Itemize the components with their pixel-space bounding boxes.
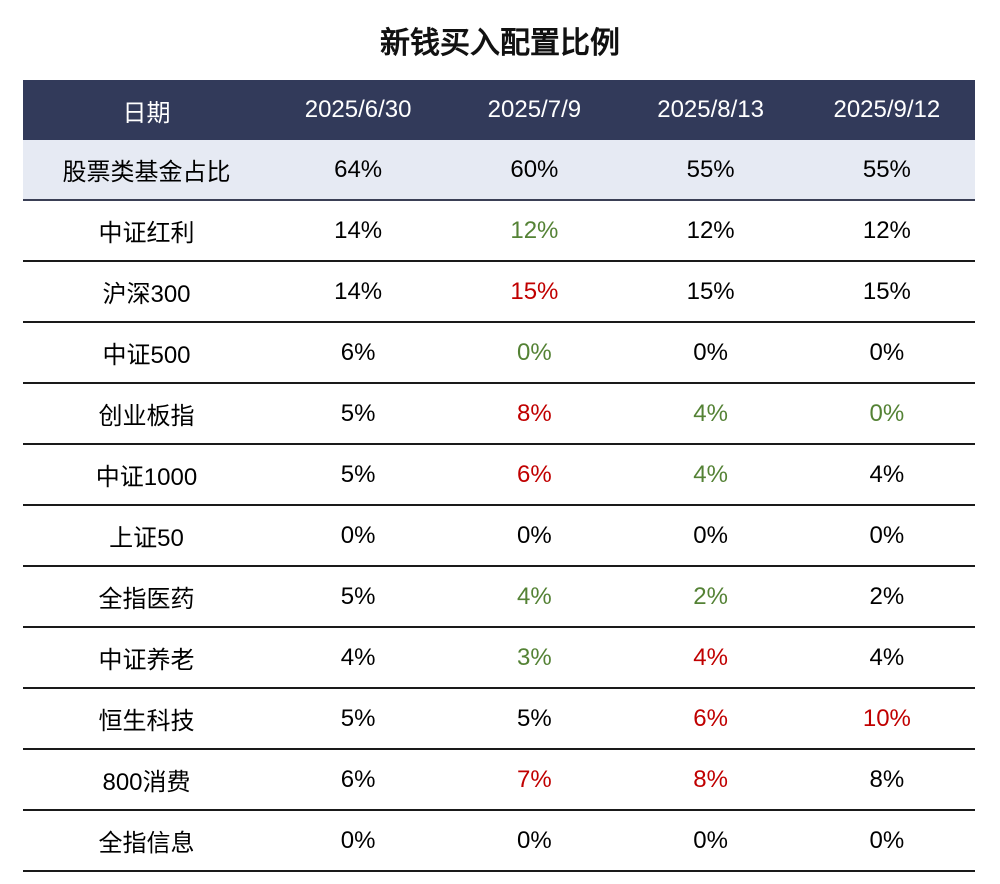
table-row: 恒生科技 5% 5% 6% 10% (23, 688, 975, 750)
percent-cell: 5% (270, 688, 447, 750)
percent-cell: 6% (622, 688, 799, 750)
percent-cell: 2% (622, 566, 799, 628)
table-row: 创业板指 5% 8% 4% 0% (23, 383, 975, 445)
percent-cell: 64% (270, 140, 447, 201)
percent-cell: 8% (446, 383, 623, 445)
percent-cell: 4% (622, 383, 799, 445)
percent-cell: 8% (798, 749, 975, 811)
percent-cell: 4% (798, 627, 975, 689)
header-date: 2025/6/30 (270, 80, 447, 140)
table-row: 中证养老 4% 3% 4% 4% (23, 627, 975, 689)
percent-cell: 4% (446, 566, 623, 628)
percent-cell: 2% (798, 566, 975, 628)
percent-cell: 55% (798, 140, 975, 201)
table-row: 中证500 6% 0% 0% 0% (23, 322, 975, 384)
percent-cell: 0% (446, 322, 623, 384)
row-label: 创业板指 (23, 383, 270, 445)
percent-cell: 0% (622, 505, 799, 567)
percent-cell: 7% (446, 749, 623, 811)
row-label: 恒生科技 (23, 688, 270, 750)
header-date: 2025/9/12 (798, 80, 975, 140)
table-row: 中证1000 5% 6% 4% 4% (23, 444, 975, 506)
table-row: 中证红利 14% 12% 12% 12% (23, 200, 975, 262)
percent-cell: 14% (270, 261, 447, 323)
table-row: 800消费 6% 7% 8% 8% (23, 749, 975, 811)
percent-cell: 4% (622, 444, 799, 506)
percent-cell: 0% (798, 505, 975, 567)
percent-cell: 0% (798, 322, 975, 384)
percent-cell: 15% (798, 261, 975, 323)
row-label: 中证500 (23, 322, 270, 384)
header-row: 日期 2025/6/30 2025/7/9 2025/8/13 2025/9/12 (23, 80, 975, 140)
percent-cell: 5% (446, 688, 623, 750)
row-label: 中证红利 (23, 200, 270, 262)
percent-cell: 12% (446, 200, 623, 262)
header-date: 2025/8/13 (622, 80, 799, 140)
percent-cell: 0% (446, 505, 623, 567)
percent-cell: 55% (622, 140, 799, 201)
percent-cell: 6% (446, 444, 623, 506)
percent-cell: 0% (270, 505, 447, 567)
percent-cell: 5% (270, 566, 447, 628)
percent-cell: 0% (622, 810, 799, 872)
row-label: 中证1000 (23, 444, 270, 506)
percent-cell: 15% (446, 261, 623, 323)
percent-cell: 6% (270, 322, 447, 384)
percent-cell: 4% (622, 627, 799, 689)
row-label: 中证养老 (23, 627, 270, 689)
percent-cell: 5% (270, 383, 447, 445)
allocation-table: 日期 2025/6/30 2025/7/9 2025/8/13 2025/9/12 股票… (23, 80, 975, 872)
percent-cell: 10% (798, 688, 975, 750)
header-date-label: 日期 (23, 80, 270, 140)
table-row: 沪深300 14% 15% 15% 15% (23, 261, 975, 323)
percent-cell: 4% (798, 444, 975, 506)
percent-cell: 3% (446, 627, 623, 689)
row-label: 沪深300 (23, 261, 270, 323)
row-label: 全指医药 (23, 566, 270, 628)
summary-row: 股票类基金占比 64% 60% 55% 55% (23, 140, 975, 201)
percent-cell: 12% (622, 200, 799, 262)
table-row: 上证50 0% 0% 0% 0% (23, 505, 975, 567)
percent-cell: 0% (798, 383, 975, 445)
row-label: 上证50 (23, 505, 270, 567)
percent-cell: 0% (622, 322, 799, 384)
percent-cell: 4% (270, 627, 447, 689)
percent-cell: 5% (270, 444, 447, 506)
table-row: 全指医药 5% 4% 2% 2% (23, 566, 975, 628)
percent-cell: 0% (446, 810, 623, 872)
row-label: 股票类基金占比 (23, 140, 270, 201)
percent-cell: 0% (270, 810, 447, 872)
row-label: 800消费 (23, 749, 270, 811)
percent-cell: 12% (798, 200, 975, 262)
percent-cell: 14% (270, 200, 447, 262)
percent-cell: 0% (798, 810, 975, 872)
row-label: 全指信息 (23, 810, 270, 872)
table-row: 全指信息 0% 0% 0% 0% (23, 810, 975, 872)
percent-cell: 15% (622, 261, 799, 323)
percent-cell: 60% (446, 140, 623, 201)
header-date: 2025/7/9 (446, 80, 623, 140)
percent-cell: 6% (270, 749, 447, 811)
percent-cell: 8% (622, 749, 799, 811)
page-title: 新钱买入配置比例 (380, 27, 620, 60)
